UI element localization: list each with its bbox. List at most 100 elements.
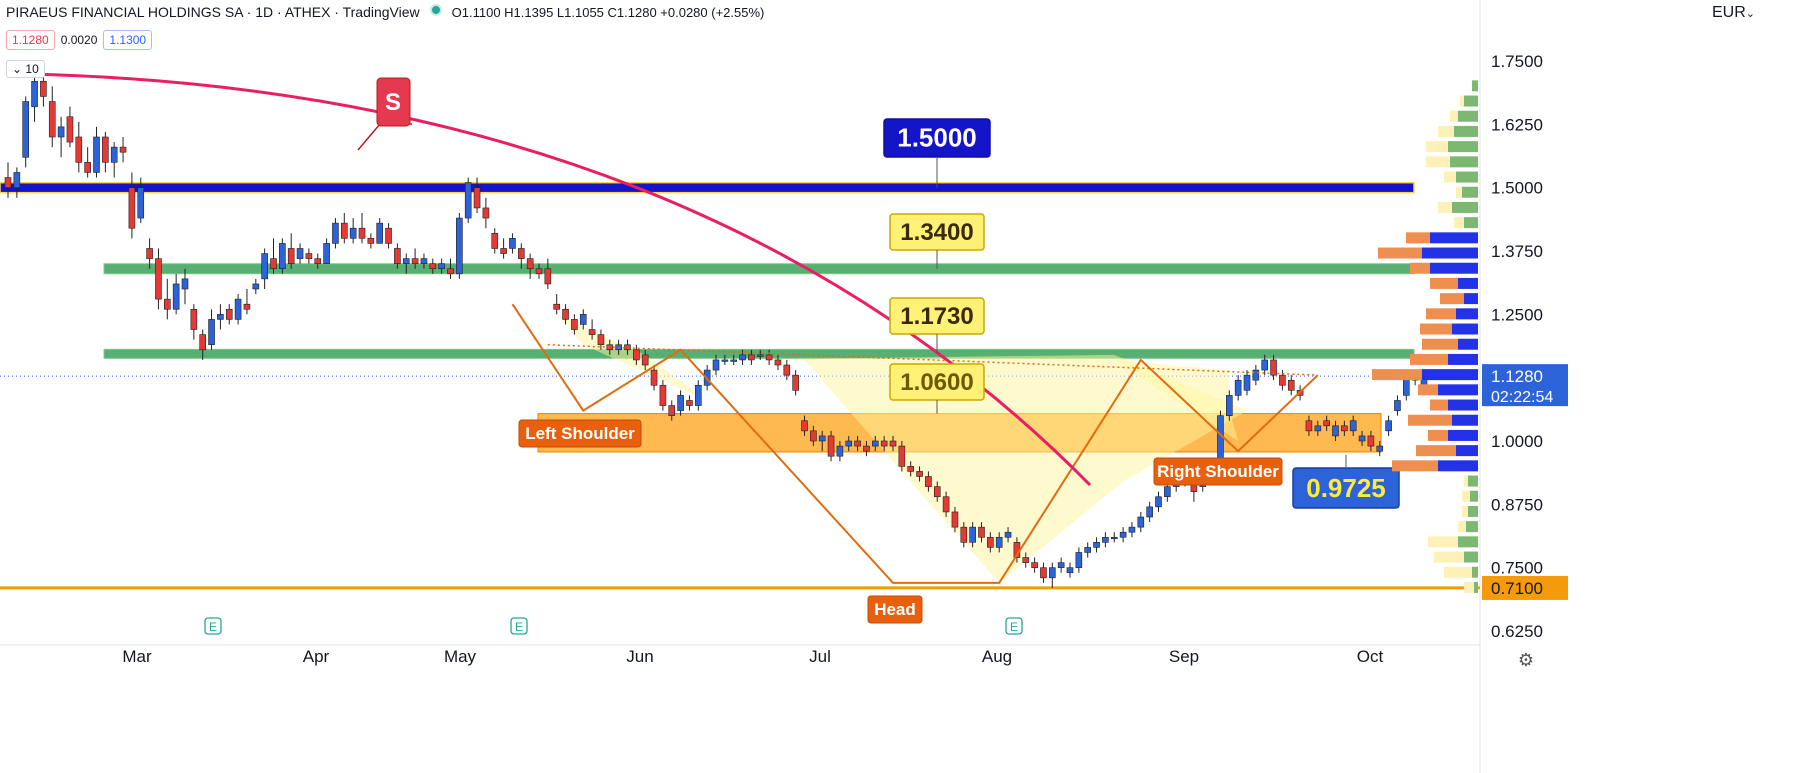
candle-body: [270, 258, 277, 270]
candle-body: [863, 445, 870, 452]
candle: [765, 349, 773, 365]
candle-body: [748, 354, 755, 361]
candle: [128, 172, 136, 239]
candle-body: [438, 263, 445, 270]
candle-body: [48, 101, 56, 138]
symbol-title[interactable]: PIRAEUS FINANCIAL HOLDINGS SA · 1D · ATH…: [6, 4, 420, 20]
candle: [75, 121, 83, 173]
volume-profile-up: [1464, 293, 1478, 305]
volume-profile-row: [1426, 141, 1478, 153]
volume-profile-up: [1450, 156, 1478, 168]
candle-body: [314, 258, 322, 264]
candle: [243, 289, 251, 315]
candle-body: [128, 187, 136, 229]
candle-body: [1385, 420, 1392, 432]
candle: [1093, 537, 1100, 553]
candle: [845, 435, 853, 452]
candle-body: [810, 430, 817, 442]
volume-profile-up: [1456, 171, 1478, 183]
head-and-shoulders-path: [511, 303, 1319, 584]
chevron-down-icon: ⌄: [12, 62, 23, 76]
candle: [562, 304, 569, 325]
volume-profile-up: [1466, 521, 1478, 533]
candle: [102, 131, 109, 173]
candle: [827, 430, 835, 462]
volume-profile-down: [1418, 384, 1438, 396]
candle: [1110, 532, 1118, 543]
y-tick-label: 1.2500: [1491, 305, 1543, 324]
candle-body: [1084, 547, 1091, 553]
indicator-chip[interactable]: ⌄ 10: [6, 60, 45, 78]
volume-profile-up: [1468, 505, 1478, 517]
market-status-icon: [429, 4, 442, 16]
candle: [1066, 562, 1074, 578]
candle-body: [137, 187, 145, 219]
candle: [13, 167, 21, 198]
volume-profile-row: [1420, 323, 1478, 335]
candle-body: [429, 263, 437, 270]
candle: [411, 248, 419, 269]
candle: [1252, 365, 1260, 386]
candle-body: [367, 238, 375, 244]
candle-body: [553, 303, 561, 310]
candle: [1075, 547, 1083, 573]
candle-body: [517, 248, 525, 259]
volume-profile-row: [1410, 262, 1478, 274]
gear-icon[interactable]: ⚙: [1518, 650, 1534, 671]
candle: [606, 339, 614, 355]
candle-body: [172, 283, 180, 310]
candle-body: [916, 471, 923, 477]
candle-body: [898, 445, 906, 467]
volume-profile-row: [1426, 308, 1478, 320]
volume-profile-down: [1426, 156, 1450, 168]
candle-body: [1093, 542, 1100, 548]
volume-profile-row: [1392, 460, 1478, 472]
volume-profile-down: [1392, 460, 1438, 472]
candle: [1332, 420, 1339, 441]
candle-body: [571, 319, 578, 330]
volume-profile-down: [1426, 308, 1456, 320]
volume-profile-row: [1434, 551, 1478, 563]
candle: [1261, 354, 1268, 376]
candle: [376, 218, 384, 244]
volume-profile-down: [1422, 338, 1458, 350]
candle: [358, 213, 366, 244]
candle: [951, 506, 959, 533]
volume-profile-row: [1422, 338, 1478, 350]
volume-profile-down: [1464, 581, 1474, 593]
blue-resistance-band: [0, 181, 1415, 194]
volume-profile-down: [1416, 445, 1456, 457]
candle: [1385, 415, 1392, 436]
candle-body: [925, 476, 932, 487]
candle-body: [4, 177, 12, 188]
currency-selector[interactable]: EUR⌄: [1712, 4, 1755, 22]
x-tick-label: Apr: [303, 647, 330, 666]
volume-profile-up: [1464, 217, 1478, 229]
volume-profile-row: [1372, 369, 1478, 381]
candle: [190, 304, 198, 340]
candle: [925, 471, 932, 492]
volume-profile-up: [1462, 186, 1478, 198]
volume-profile-row: [1418, 384, 1478, 396]
bid-price[interactable]: 1.1280: [6, 30, 55, 50]
volume-profile-down: [1426, 141, 1448, 153]
candle: [279, 238, 286, 274]
candle-body: [880, 440, 888, 447]
x-tick-label: Aug: [982, 647, 1012, 666]
candle-body: [544, 268, 552, 285]
x-tick-label: Mar: [122, 647, 152, 666]
x-tick-label: Oct: [1357, 647, 1384, 666]
candle-body: [349, 227, 357, 239]
candle-body: [261, 253, 268, 280]
volume-profile-down: [1444, 566, 1472, 578]
ask-price[interactable]: 1.1300: [103, 30, 153, 50]
volume-profile-up: [1438, 460, 1478, 472]
candle: [252, 278, 260, 295]
earnings-marker: E: [204, 617, 222, 635]
symbol-header: PIRAEUS FINANCIAL HOLDINGS SA · 1D · ATH…: [6, 4, 764, 20]
green-resistance-band-1340: [103, 263, 1415, 275]
x-tick-label: May: [444, 647, 477, 666]
candle-body: [1314, 425, 1322, 432]
volume-profile-row: [1462, 490, 1478, 502]
